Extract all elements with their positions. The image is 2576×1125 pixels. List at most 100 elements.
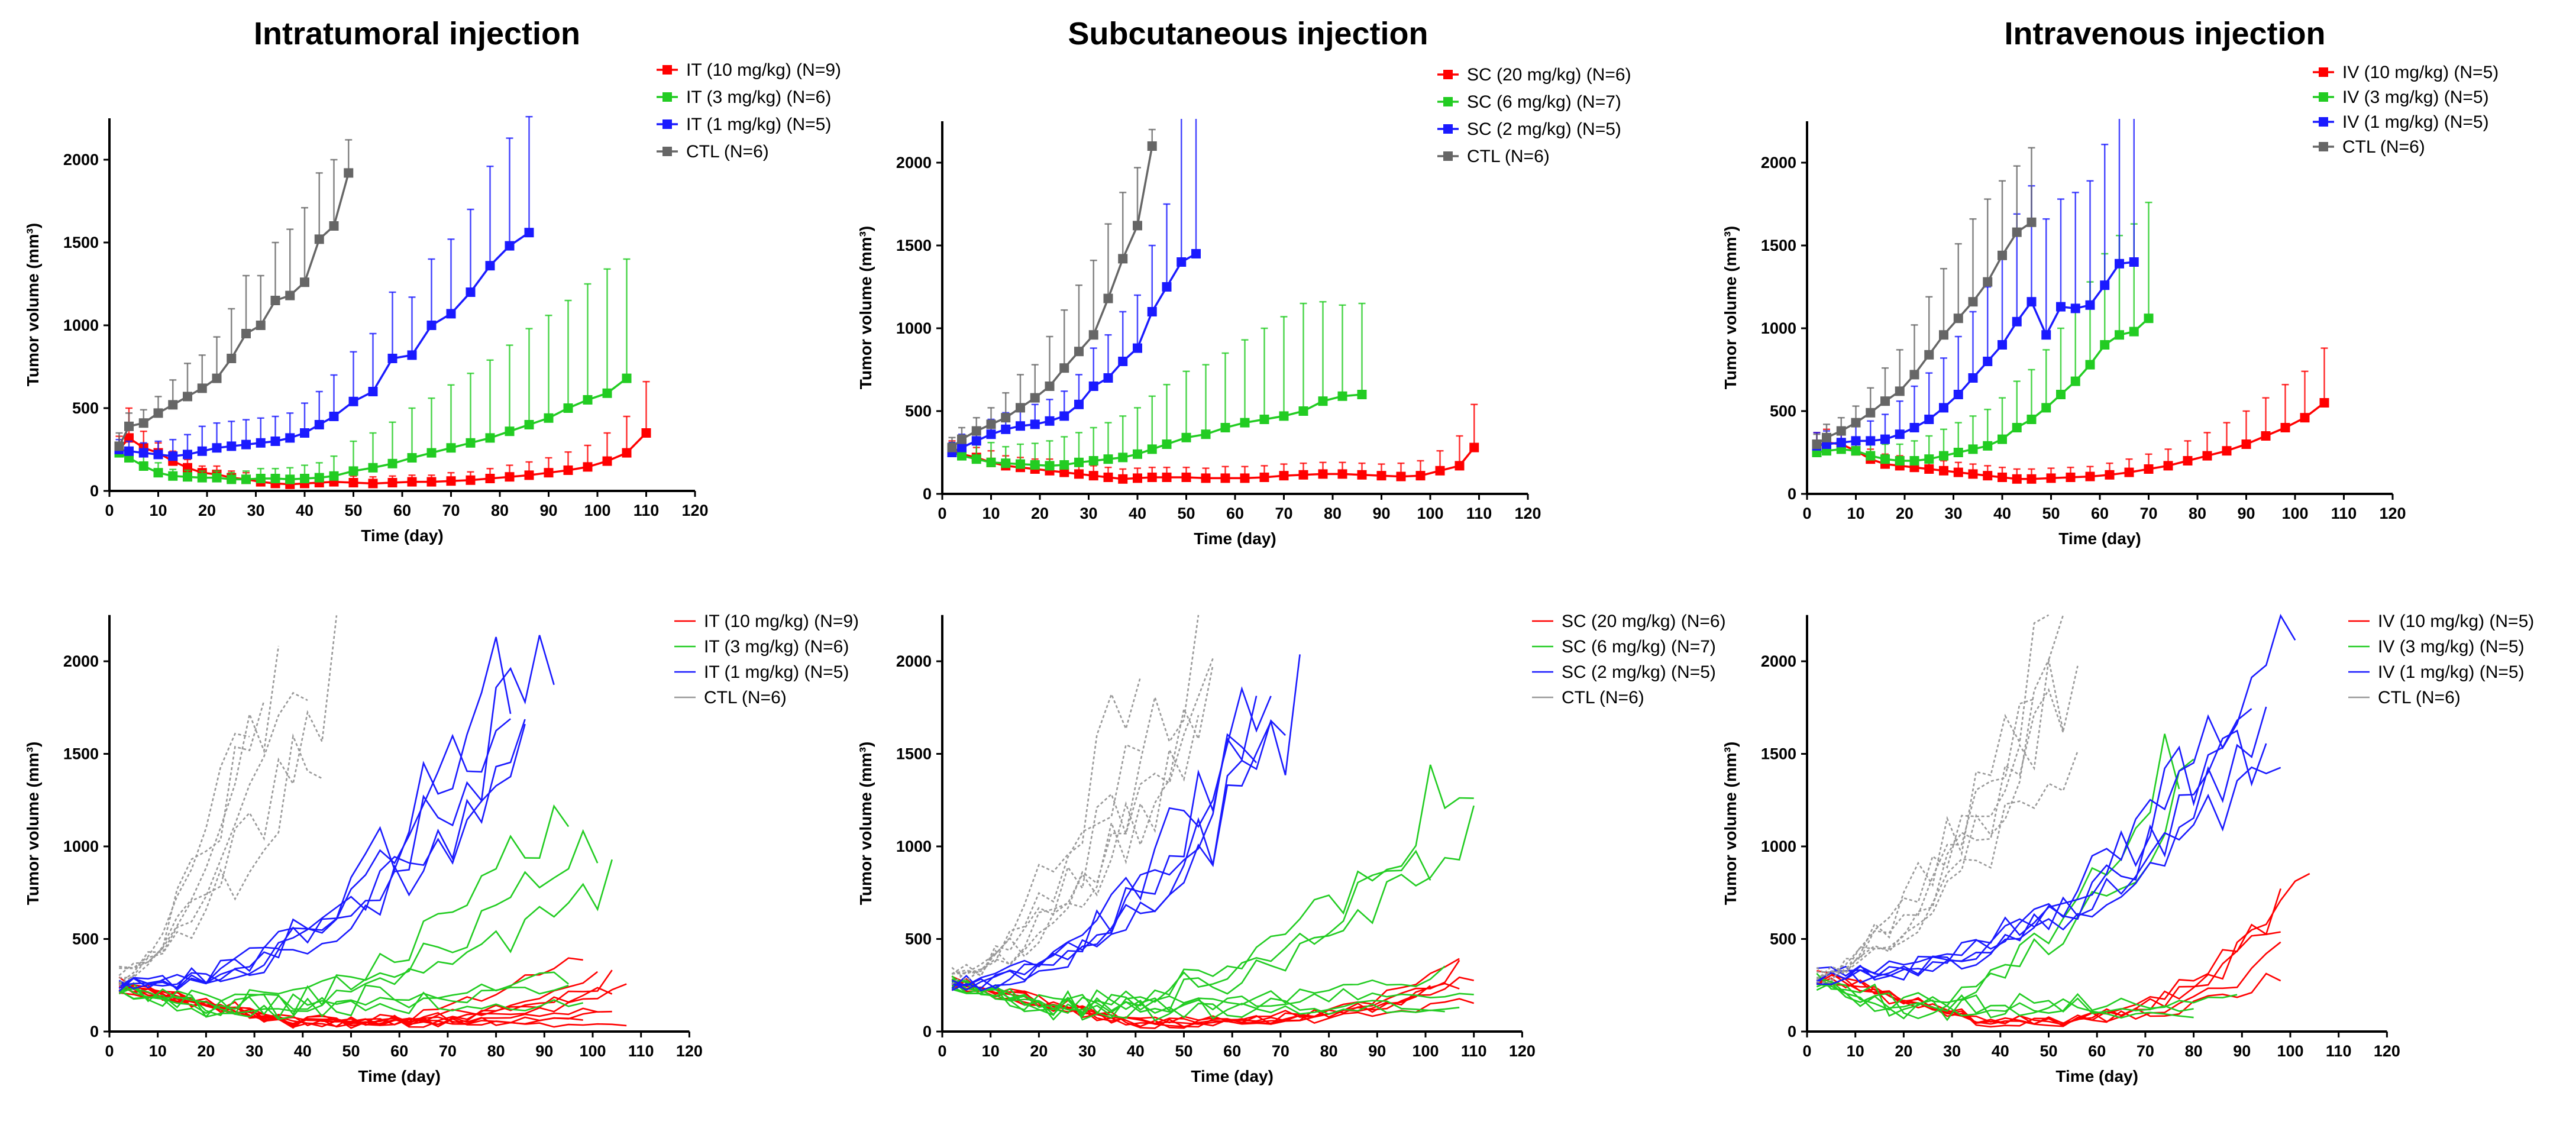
- data-point: [2085, 300, 2095, 310]
- panel-it-individual: 0 500 1000 1500 2000 0 10 20 30 40 50 60 70 80 90 100 11…: [24, 612, 859, 1085]
- x-tick-label: 50: [1175, 1042, 1192, 1060]
- y-tick-label: 1500: [63, 234, 99, 251]
- x-tick-label: 70: [442, 502, 460, 519]
- legend-marker: [2319, 92, 2328, 102]
- data-point: [583, 395, 593, 405]
- data-point: [2280, 423, 2290, 432]
- data-point: [1220, 473, 1230, 483]
- x-tick-label: 30: [247, 502, 264, 519]
- y-tick-label: 1000: [896, 838, 932, 855]
- series-SC (2 mg/kg) (N=5): [951, 654, 1301, 992]
- y-tick-label: 1500: [896, 745, 932, 763]
- data-point: [2261, 431, 2271, 441]
- x-tick-label: 20: [1030, 1042, 1048, 1060]
- data-point: [1895, 456, 1905, 465]
- data-point: [1298, 406, 1308, 416]
- x-tick-label: 110: [1466, 505, 1492, 522]
- data-point: [641, 428, 651, 438]
- data-point: [1866, 436, 1876, 446]
- subject-line: [118, 859, 613, 1018]
- x-tick-label: 10: [149, 1042, 167, 1060]
- series-IT (10 mg/kg) (N=9): [114, 380, 651, 489]
- data-point: [2163, 461, 2173, 471]
- x-tick-label: 10: [1847, 505, 1864, 522]
- x-tick-label: 20: [1031, 505, 1049, 522]
- subject-line: [1816, 931, 2281, 1026]
- data-point: [1318, 396, 1328, 406]
- x-tick-label: 0: [105, 1042, 114, 1060]
- x-tick-label: 120: [681, 502, 708, 519]
- data-point: [485, 433, 495, 443]
- data-point: [285, 474, 295, 484]
- y-tick-label: 500: [72, 399, 99, 417]
- data-point: [971, 426, 981, 436]
- x-axis-label: Time (day): [2055, 1067, 2138, 1085]
- data-point: [329, 221, 339, 231]
- data-point: [2012, 474, 2022, 484]
- data-point: [622, 373, 632, 383]
- y-tick-label: 500: [1770, 930, 1796, 948]
- data-point: [2115, 330, 2124, 340]
- subject-line: [118, 733, 323, 986]
- data-point: [2105, 470, 2115, 480]
- data-point: [986, 419, 996, 429]
- data-point: [986, 457, 996, 467]
- x-tick-label: 110: [634, 502, 660, 519]
- x-tick-label: 70: [1272, 1042, 1289, 1060]
- series-SC (2 mg/kg) (N=5): [947, 119, 1201, 457]
- subject-line: [119, 804, 570, 1016]
- x-tick-label: 40: [296, 502, 313, 519]
- data-point: [1983, 441, 1993, 451]
- data-point: [1001, 458, 1011, 468]
- series-IT (3 mg/kg) (N=6): [118, 804, 613, 1020]
- data-point: [1103, 473, 1113, 482]
- data-point: [2085, 360, 2095, 370]
- data-point: [407, 453, 417, 463]
- subject-line: [118, 635, 555, 992]
- x-tick-label: 80: [1324, 505, 1342, 522]
- subject-line: [952, 764, 1474, 1018]
- subject-line: [951, 984, 1460, 1021]
- series-CTL (N=6): [118, 615, 338, 986]
- data-point: [270, 474, 280, 483]
- data-point: [2026, 297, 2037, 307]
- x-tick-label: 100: [1412, 1042, 1439, 1060]
- data-point: [2046, 473, 2056, 483]
- data-point: [1924, 454, 1934, 464]
- x-tick-label: 70: [2139, 505, 2157, 522]
- series-IV (1 mg/kg) (N=5): [1812, 119, 2139, 451]
- data-point: [1162, 473, 1172, 482]
- data-point: [2300, 413, 2310, 423]
- legend-label: SC (6 mg/kg) (N=7): [1467, 92, 1621, 112]
- data-point: [1045, 382, 1055, 391]
- data-point: [2222, 446, 2232, 456]
- data-point: [2056, 302, 2066, 312]
- data-point: [2144, 313, 2154, 324]
- data-point: [426, 477, 437, 487]
- data-point: [947, 442, 957, 452]
- data-point: [241, 474, 251, 484]
- data-point: [1220, 423, 1230, 432]
- data-point: [1909, 456, 1919, 465]
- legend-label: CTL (N=6): [686, 142, 769, 161]
- x-tick-label: 40: [1992, 1042, 2009, 1060]
- data-point: [1045, 416, 1055, 426]
- data-point: [168, 451, 178, 461]
- legend-marker: [662, 119, 672, 129]
- data-point: [329, 471, 339, 481]
- data-point: [183, 450, 192, 460]
- subject-line: [1816, 698, 2035, 979]
- data-point: [1924, 464, 1934, 474]
- legend-label: CTL (N=6): [1562, 688, 1644, 707]
- data-point: [2129, 326, 2139, 337]
- data-point: [2115, 258, 2124, 269]
- data-point: [1851, 418, 1861, 428]
- x-tick-label: 20: [197, 1042, 215, 1060]
- panel-title: Intratumoral injection: [254, 16, 580, 51]
- data-point: [1337, 391, 1347, 401]
- data-point: [1357, 390, 1367, 399]
- x-tick-label: 60: [1223, 1042, 1241, 1060]
- y-tick-label: 2000: [896, 652, 932, 670]
- x-tick-label: 60: [390, 1042, 408, 1060]
